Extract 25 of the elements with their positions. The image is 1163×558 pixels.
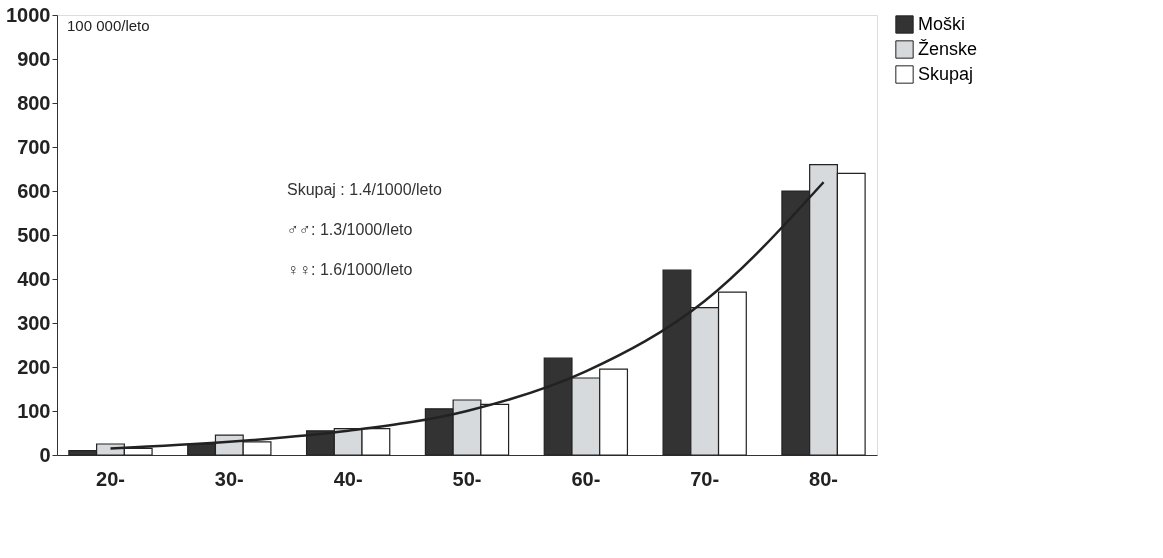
x-tick-label: 60- — [571, 467, 601, 490]
x-tick-label: 50- — [452, 467, 482, 490]
y-tick-label: 100 — [17, 399, 51, 422]
y-tick-label: 700 — [17, 135, 51, 158]
x-tick-label: 20- — [96, 467, 125, 490]
x-tick-label: 70- — [690, 467, 720, 490]
y-tick-label: 300 — [17, 311, 51, 334]
legend-label: Moški — [918, 13, 966, 34]
legend-label: Ženske — [918, 38, 978, 59]
y-tick-label: 400 — [17, 267, 51, 290]
annotation: ♂♂: 1.3/1000/leto — [287, 221, 413, 238]
x-tick-label: 30- — [214, 467, 244, 490]
x-tick-label: 80- — [809, 467, 838, 490]
y-tick-label: 900 — [17, 47, 51, 70]
annotation: ♀♀: 1.6/1000/leto — [287, 261, 413, 278]
y-tick-label: 600 — [17, 179, 51, 202]
y-tick-label: 200 — [17, 355, 51, 378]
y-tick-label: 1000 — [6, 3, 51, 26]
y-tick-label: 500 — [17, 223, 51, 246]
y-axis-title: 100 000/leto — [67, 17, 150, 34]
y-tick-label: 800 — [17, 91, 51, 114]
y-tick-label: 0 — [39, 443, 51, 466]
annotation: Skupaj : 1.4/1000/leto — [287, 181, 442, 198]
legend-label: Skupaj — [918, 63, 974, 84]
x-tick-label: 40- — [333, 467, 363, 490]
